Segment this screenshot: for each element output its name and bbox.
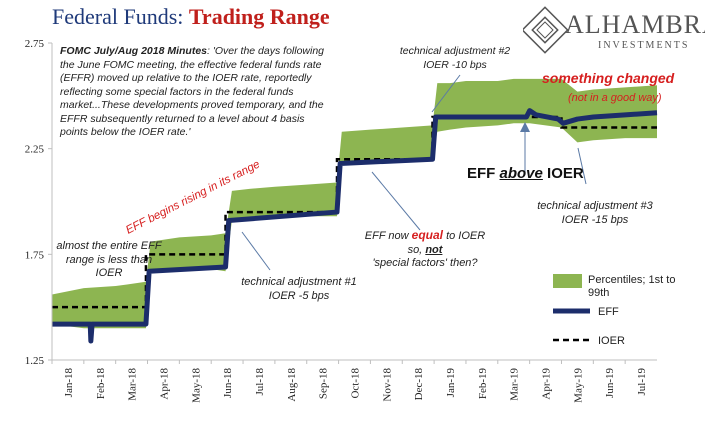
x-tick-label: Jun-19 bbox=[604, 368, 616, 398]
equal-word5: not bbox=[425, 243, 443, 256]
adjustment-1-annotation: technical adjustment #1 IOER -5 bps bbox=[234, 276, 364, 303]
x-tick-label: Jun-18 bbox=[222, 368, 234, 398]
x-tick-label: Jan-19 bbox=[445, 368, 457, 398]
equal-word2: equal bbox=[411, 228, 444, 242]
title-part-2: Trading Range bbox=[188, 4, 330, 29]
brand-sub: INVESTMENTS bbox=[598, 40, 690, 51]
x-tick-label: Feb-18 bbox=[95, 368, 107, 400]
eff-above-word3: IOER bbox=[547, 165, 584, 182]
x-tick-label: Jul-19 bbox=[636, 368, 648, 396]
adjustment-2-pointer bbox=[431, 74, 461, 113]
legend-band-swatch bbox=[553, 274, 582, 288]
adjustment-2-line2: IOER -10 bps bbox=[423, 58, 487, 71]
legend-ioer-label: IOER bbox=[598, 335, 625, 347]
y-tick-label: 1.75 bbox=[25, 249, 45, 261]
eff-above-word1: EFF bbox=[467, 165, 496, 182]
equal-pointer bbox=[371, 171, 421, 231]
equal-word1: EFF now bbox=[364, 230, 409, 242]
x-tick-label: Jan-18 bbox=[63, 368, 75, 398]
x-tick-label: Apr-18 bbox=[158, 368, 170, 400]
brand-name: ALHAMBRA bbox=[565, 10, 705, 39]
x-tick-label: May-18 bbox=[190, 368, 202, 403]
adjustment-1-line1: technical adjustment #1 bbox=[241, 276, 357, 288]
equal-word3: to IOER bbox=[446, 230, 486, 242]
adjustment-1-pointer bbox=[241, 231, 271, 271]
alhambra-logo-icon bbox=[523, 6, 569, 54]
adjustment-1-line2: IOER -5 bps bbox=[268, 289, 330, 302]
x-tick-label: Aug-18 bbox=[286, 368, 298, 402]
eff-line bbox=[52, 108, 658, 344]
adjustment-3-line1: technical adjustment #3 bbox=[537, 200, 653, 212]
legend-eff-label: EFF bbox=[598, 306, 619, 318]
x-tick-label: Apr-19 bbox=[541, 368, 553, 400]
adjustment-3-annotation: technical adjustment #3 IOER -15 bps bbox=[530, 200, 660, 227]
range-less-annotation: almost the entire EFF range is less than… bbox=[56, 240, 162, 279]
chart-title: Federal Funds: Trading Range bbox=[52, 4, 330, 30]
x-tick-label: Oct-18 bbox=[350, 368, 362, 399]
y-tick-label: 2.75 bbox=[25, 38, 45, 50]
not-good-way-annotation: (not in a good way) bbox=[568, 92, 662, 104]
x-tick-label: Jul-18 bbox=[254, 368, 266, 396]
adjustment-3-pointer bbox=[577, 147, 587, 185]
adjustment-3-line2: IOER -15 bps bbox=[561, 213, 629, 226]
fomc-annotation: FOMC July/Aug 2018 Minutes: 'Over the da… bbox=[60, 45, 330, 140]
y-tick-label: 1.25 bbox=[25, 355, 45, 367]
x-tick-label: Mar-19 bbox=[509, 368, 521, 401]
adjustment-2-line1: technical adjustment #2 bbox=[399, 45, 511, 57]
legend-band-label: Percentiles; 1st to 99th bbox=[588, 274, 676, 299]
x-tick-label: Feb-19 bbox=[477, 368, 489, 400]
something-changed-annotation: something changed bbox=[542, 70, 675, 86]
y-tick-label: 2.25 bbox=[25, 144, 45, 156]
x-tick-label: Sep-18 bbox=[318, 368, 330, 400]
eff-above-word2: above bbox=[499, 165, 543, 182]
equal-annotation: EFF now equal to IOER so, not 'special f… bbox=[360, 228, 490, 271]
equal-word6: 'special factors' then? bbox=[372, 257, 478, 269]
x-tick-label: Nov-18 bbox=[381, 368, 393, 402]
x-tick-label: Mar-18 bbox=[127, 368, 139, 401]
fomc-annotation-text: : 'Over the days following the June FOMC… bbox=[60, 45, 325, 138]
x-tick-label: May-19 bbox=[572, 368, 584, 403]
fomc-annotation-bold: FOMC July/Aug 2018 Minutes bbox=[60, 45, 208, 57]
eff-above-arrowhead bbox=[520, 122, 530, 132]
x-tick-label: Dec-18 bbox=[413, 368, 425, 401]
equal-word4: so, bbox=[407, 243, 423, 256]
eff-above-ioer-annotation: EFF above IOER bbox=[467, 165, 584, 182]
title-part-1: Federal Funds: bbox=[52, 4, 184, 29]
adjustment-2-annotation: technical adjustment #2 IOER -10 bps bbox=[390, 45, 520, 72]
